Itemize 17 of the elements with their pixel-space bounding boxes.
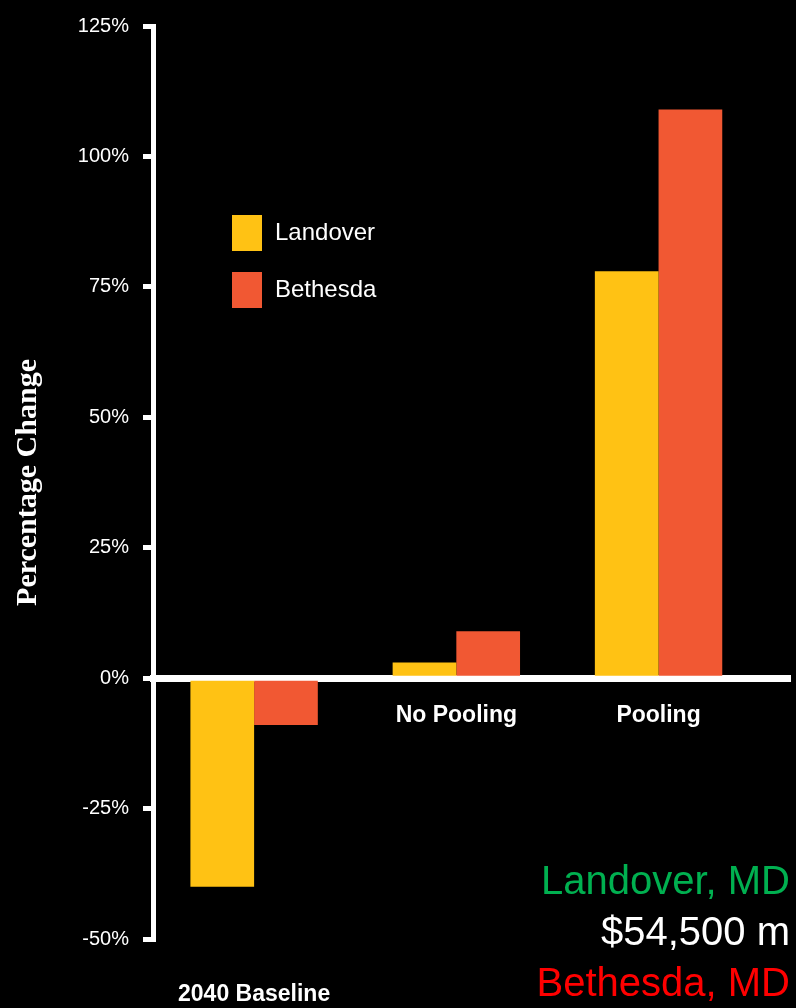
y-tick-label: 50% (88, 404, 130, 427)
x-tick-label: 2040 Baseline (178, 979, 331, 1006)
y-tick-label: 75% (88, 274, 130, 297)
y-tick-label: 0% (100, 665, 130, 688)
y-axis-title: Percentage Change (8, 359, 42, 606)
y-tick-label: -25% (82, 796, 130, 819)
y-tick-label: 125% (77, 13, 130, 36)
x-tick-label: No Pooling (395, 700, 518, 727)
legend-label: Landover (275, 217, 376, 245)
annotation: $54,500 m (600, 909, 790, 953)
annotation: Landover, MD (540, 858, 790, 902)
y-tick-label: -50% (82, 926, 130, 949)
y-tick-label: 25% (88, 535, 130, 558)
x-tick-label: Pooling (616, 700, 701, 727)
text: Bethesda, MD (536, 960, 790, 1004)
y-tick-label: 100% (77, 143, 130, 166)
legend-label: Bethesda (275, 274, 378, 302)
